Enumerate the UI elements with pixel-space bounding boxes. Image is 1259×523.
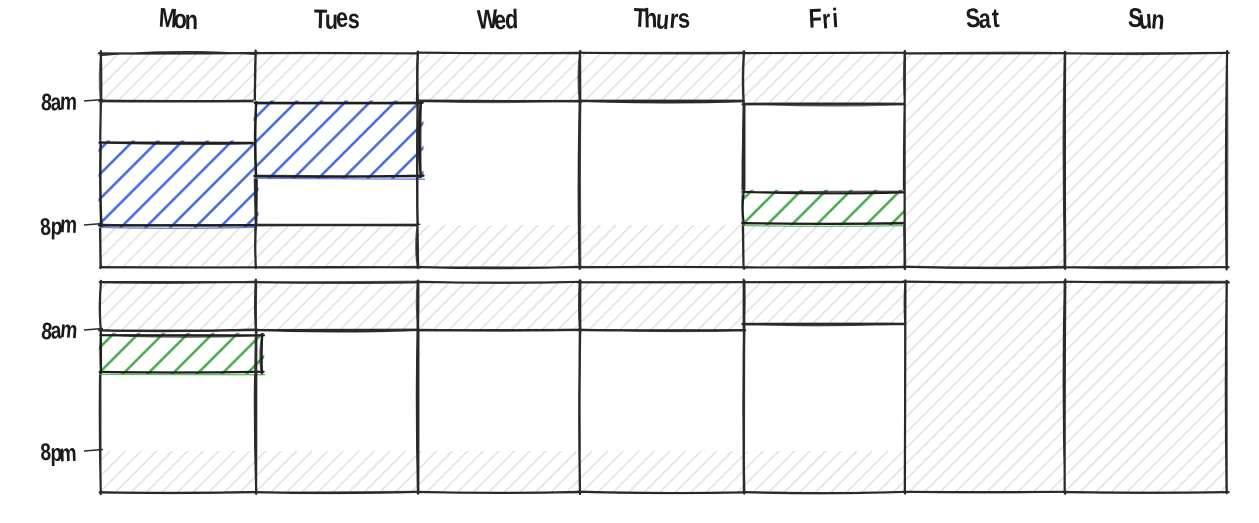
svg-text:m: m	[59, 315, 79, 344]
svg-text:m: m	[60, 87, 78, 115]
svg-text:s: s	[348, 5, 360, 35]
svg-text:n: n	[185, 6, 198, 36]
svg-text:s: s	[677, 4, 691, 34]
svg-text:t: t	[991, 4, 1000, 34]
svg-text:a: a	[978, 4, 991, 34]
svg-text:e: e	[335, 3, 349, 34]
svg-text:n: n	[1150, 5, 1166, 36]
svg-text:d: d	[505, 5, 519, 35]
svg-text:i: i	[831, 4, 839, 34]
svg-text:r: r	[821, 5, 832, 35]
svg-text:m: m	[60, 210, 78, 238]
svg-text:m: m	[59, 439, 77, 467]
